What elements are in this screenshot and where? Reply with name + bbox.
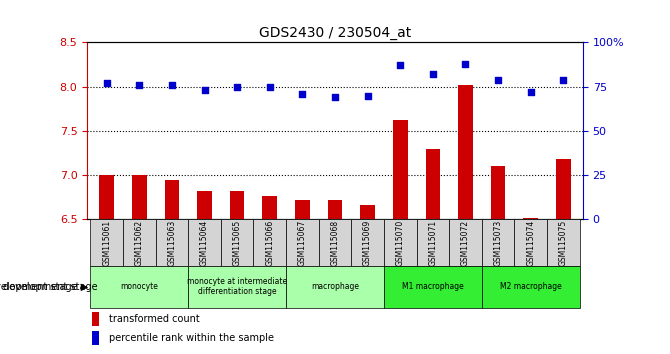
Bar (230, 191, 245, 219)
Text: transformed count: transformed count (109, 314, 200, 324)
Text: GSM115070: GSM115070 (396, 219, 405, 266)
Bar (286, 266, 384, 308)
Bar (99, 175, 114, 219)
Bar (458, 85, 473, 219)
Point (362, 93, 373, 98)
Point (134, 82, 145, 88)
Bar (92, 312, 100, 326)
Text: GSM115071: GSM115071 (428, 219, 438, 266)
Text: GSM115069: GSM115069 (363, 219, 372, 266)
Text: GSM115073: GSM115073 (494, 219, 502, 266)
Bar (449, 219, 482, 266)
Point (101, 80, 112, 86)
Bar (482, 219, 515, 266)
Text: M1 macrophage: M1 macrophage (402, 282, 464, 291)
Bar (92, 331, 100, 345)
Bar (253, 219, 286, 266)
Point (330, 95, 340, 100)
Bar (165, 180, 180, 219)
Text: monocyte at intermediate
differentiation stage: monocyte at intermediate differentiation… (187, 277, 287, 296)
Text: GSM115063: GSM115063 (168, 219, 176, 266)
Text: M2 macrophage: M2 macrophage (500, 282, 561, 291)
Bar (90, 266, 188, 308)
Bar (547, 219, 580, 266)
Point (199, 87, 210, 93)
Text: GSM115065: GSM115065 (232, 219, 242, 266)
Text: GSM115075: GSM115075 (559, 219, 568, 266)
Text: monocyte: monocyte (121, 282, 158, 291)
Point (558, 77, 569, 82)
Point (297, 91, 308, 97)
Bar (515, 219, 547, 266)
Bar (384, 219, 417, 266)
Bar (384, 266, 482, 308)
Text: GSM115067: GSM115067 (298, 219, 307, 266)
Point (525, 89, 536, 95)
Text: development stage ▶: development stage ▶ (0, 282, 88, 292)
Bar (188, 266, 286, 308)
Point (265, 84, 275, 90)
Bar (188, 219, 221, 266)
Point (395, 63, 405, 68)
Text: GSM115061: GSM115061 (102, 219, 111, 266)
Text: GSM115072: GSM115072 (461, 219, 470, 266)
Text: GSM115064: GSM115064 (200, 219, 209, 266)
Text: percentile rank within the sample: percentile rank within the sample (109, 333, 275, 343)
Point (232, 84, 243, 90)
Bar (523, 218, 538, 219)
Text: development stage: development stage (3, 282, 98, 292)
Text: GSM115066: GSM115066 (265, 219, 274, 266)
Bar (263, 196, 277, 219)
Text: GSM115074: GSM115074 (526, 219, 535, 266)
Text: macrophage: macrophage (311, 282, 359, 291)
Point (492, 77, 503, 82)
Bar (556, 159, 571, 219)
Bar (90, 219, 123, 266)
Bar (351, 219, 384, 266)
Point (460, 61, 471, 67)
Bar (155, 219, 188, 266)
Bar (286, 219, 319, 266)
Bar (319, 219, 351, 266)
Bar (221, 219, 253, 266)
Point (427, 72, 438, 77)
Text: GSM115062: GSM115062 (135, 219, 144, 266)
Bar (123, 219, 155, 266)
Title: GDS2430 / 230504_at: GDS2430 / 230504_at (259, 26, 411, 40)
Bar (490, 166, 505, 219)
Bar (132, 175, 147, 219)
Bar (417, 219, 449, 266)
Bar (328, 200, 342, 219)
Bar (482, 266, 580, 308)
Bar (425, 149, 440, 219)
Text: GSM115068: GSM115068 (330, 219, 340, 266)
Bar (197, 191, 212, 219)
Bar (393, 120, 407, 219)
Bar (295, 200, 310, 219)
Bar (360, 205, 375, 219)
Point (167, 82, 178, 88)
